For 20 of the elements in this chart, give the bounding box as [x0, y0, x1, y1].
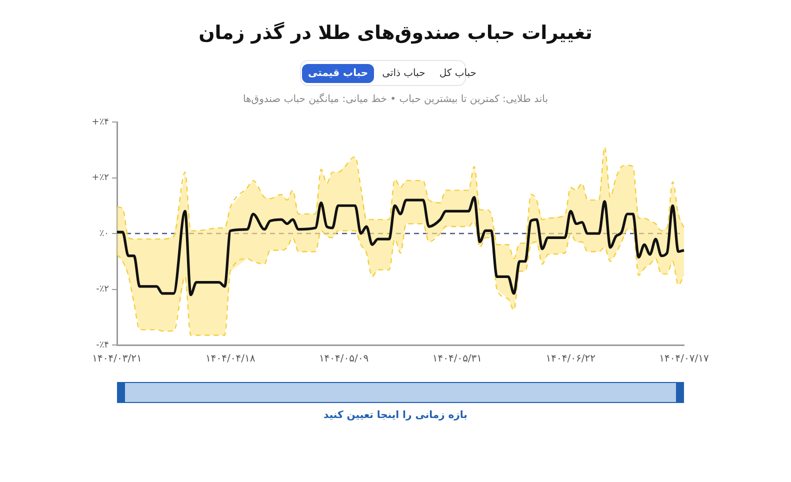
line-series	[116, 196, 686, 296]
x-tick-label: ۱۴۰۴/۰۶/۲۲	[546, 354, 596, 365]
x-tick-label: ۱۴۰۴/۰۴/۱۸	[206, 354, 256, 365]
x-tick-label: ۱۴۰۴/۰۷/۱۷	[659, 354, 710, 365]
y-tick-label: +٪۴	[92, 117, 110, 128]
text: حباب ذاتی	[381, 66, 426, 80]
y-tick-label: +٪۲	[92, 173, 110, 184]
x-tick-label: ۱۴۰۴/۰۵/۳۱	[432, 354, 482, 365]
y-tick-label: -٪۲	[96, 284, 110, 295]
y-tick-label: ٪۰	[99, 228, 109, 239]
x-tick-label: ۱۴۰۴/۰۳/۲۱	[92, 354, 142, 365]
chart-title: تغییرات حباب صندوق‌های طلا در گذر زمان	[198, 22, 594, 44]
text: حباب قیمتی	[302, 64, 374, 82]
line-series	[116, 146, 685, 260]
text: حباب کل	[438, 66, 478, 80]
chart-subtitle: باند طلایی: کمترین تا بیشترین حباب • خط میانی: میانگین حباب صندوق‌ها	[242, 94, 550, 105]
x-tick-label: ۱۴۰۴/۰۵/۰۹	[318, 354, 369, 365]
y-tick-label: -٪۴	[96, 340, 110, 350]
line-series	[116, 220, 685, 336]
text: بازه زمانی را اینجا تعیین کنید	[322, 410, 468, 421]
